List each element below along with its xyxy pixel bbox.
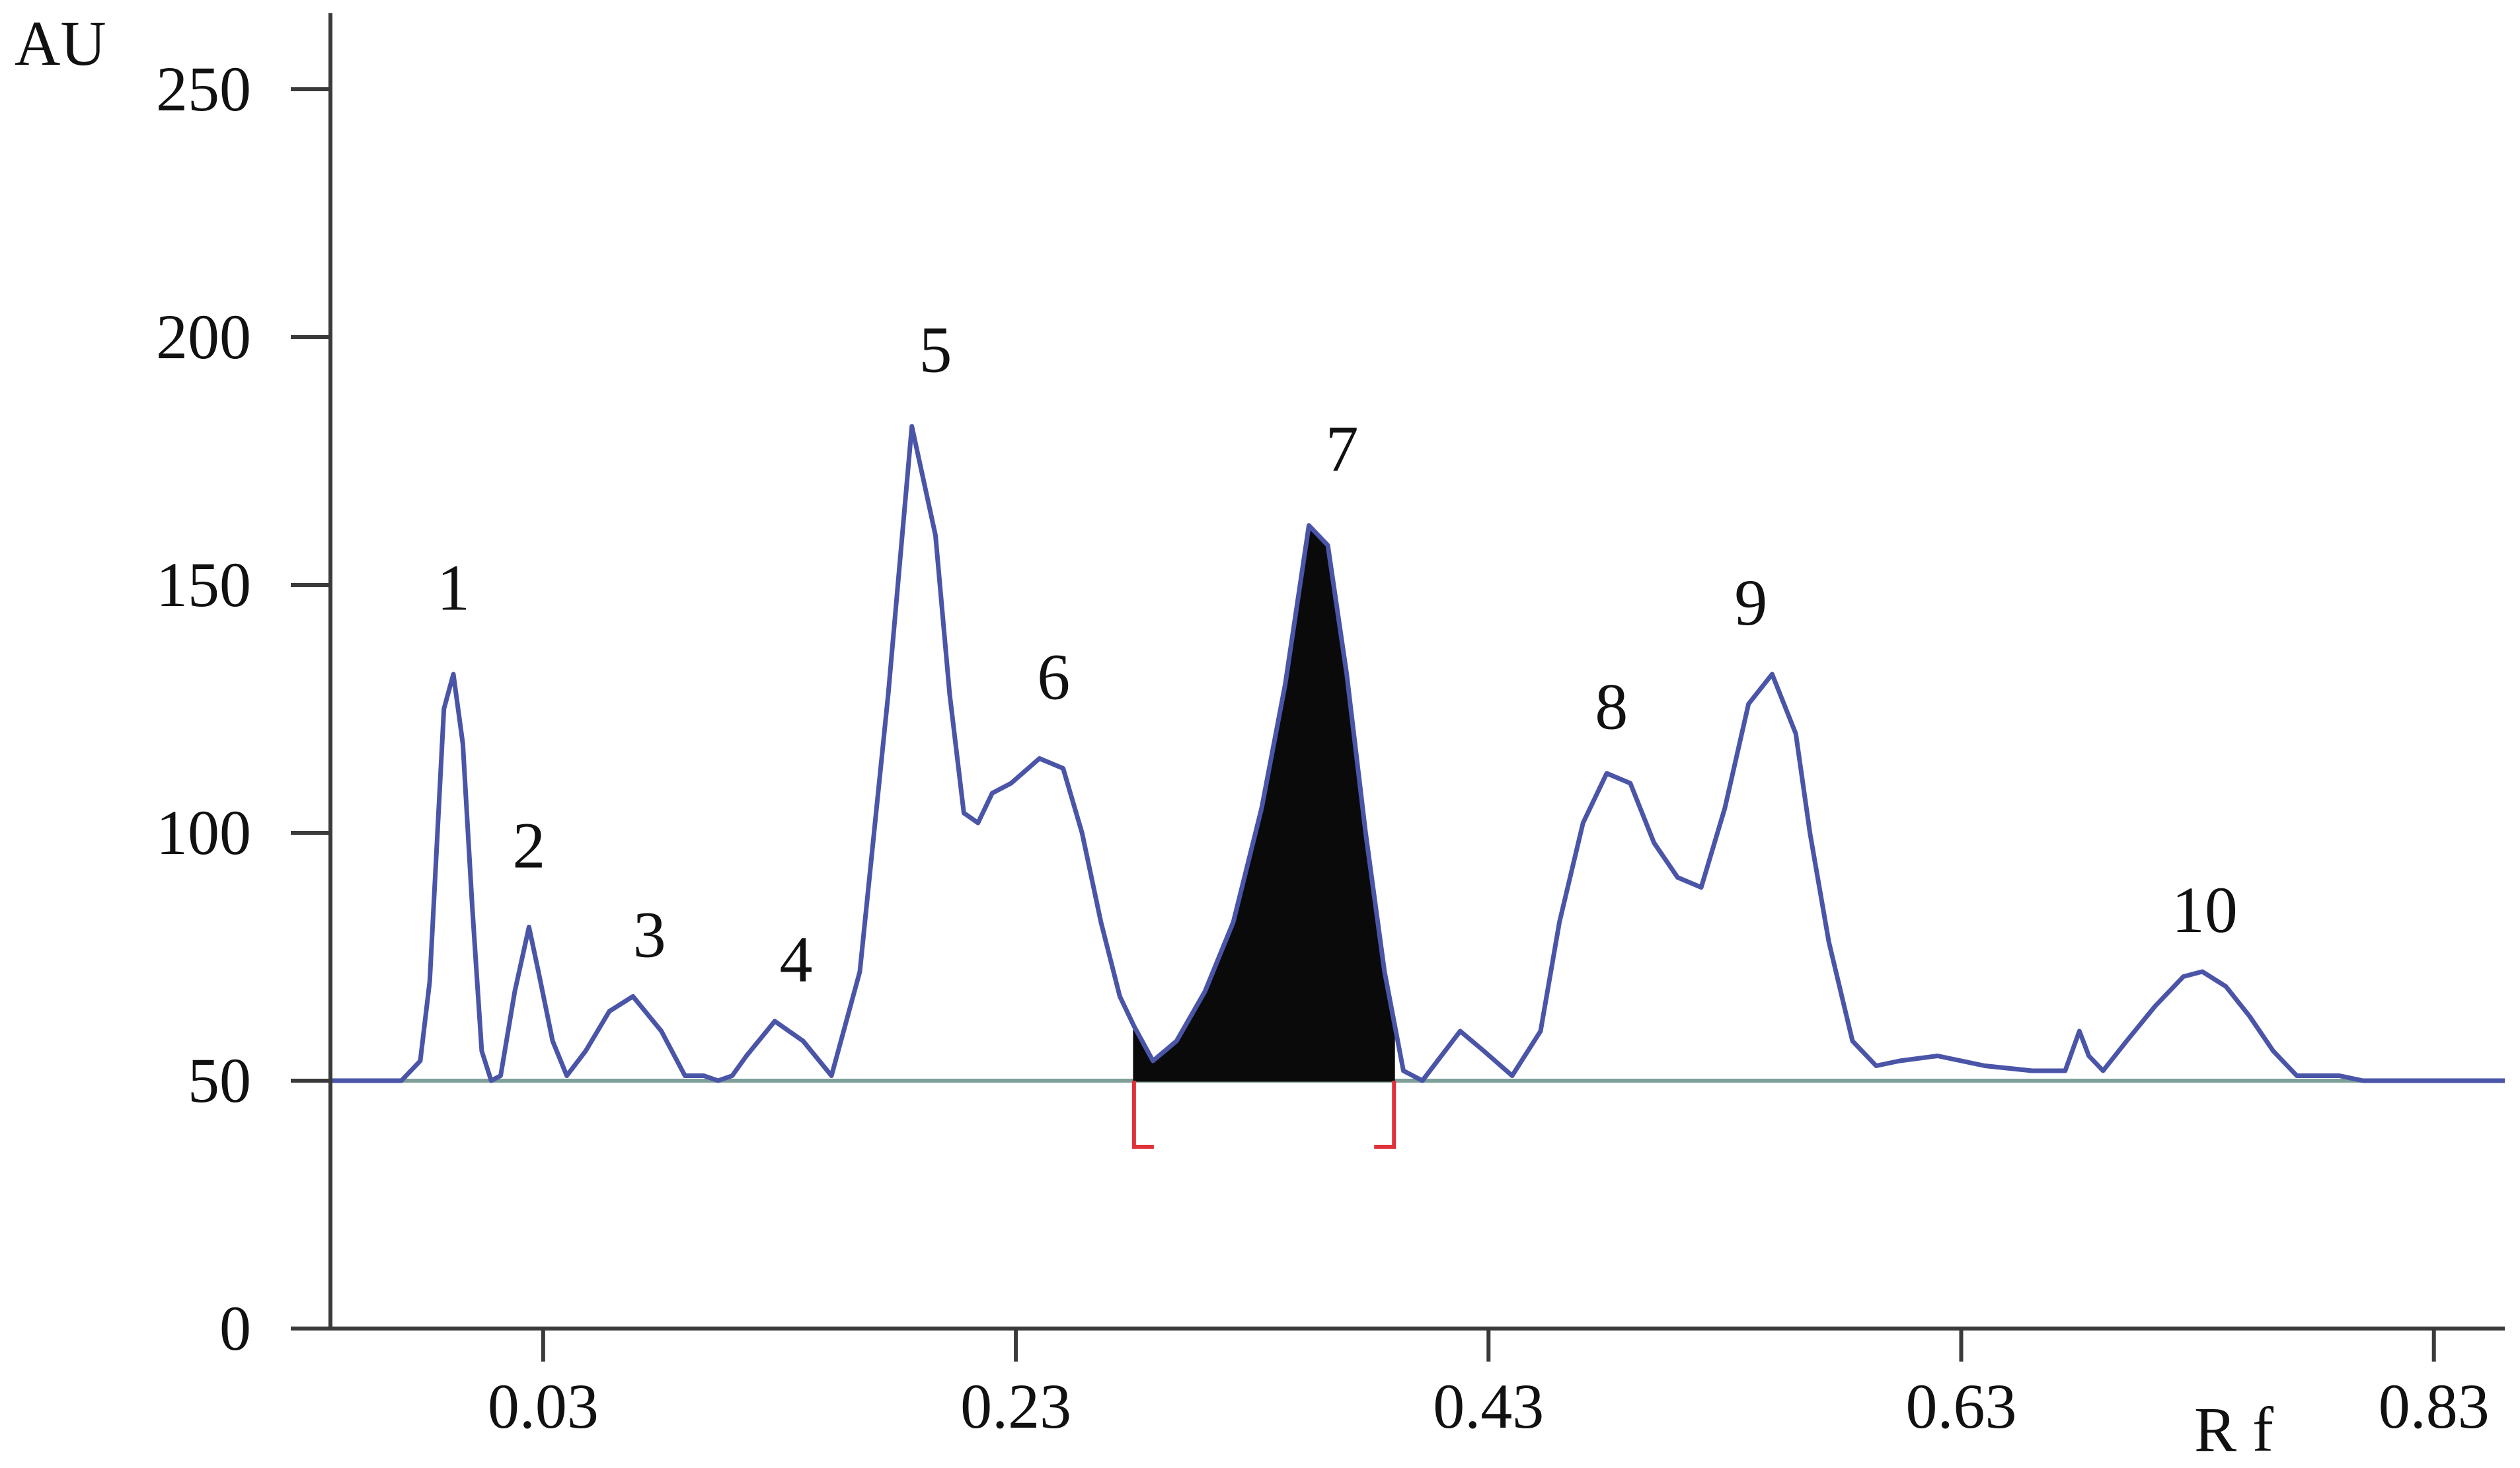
x-tick-label: 0.03	[488, 1371, 599, 1442]
y-tick-label: 0	[219, 1293, 251, 1364]
y-tick-label: 200	[156, 301, 251, 372]
peak-label-4: 4	[779, 923, 812, 996]
peak-label-7: 7	[1326, 412, 1359, 486]
peak-label-6: 6	[1037, 640, 1070, 714]
peak-label-3: 3	[633, 898, 666, 972]
peak-label-10: 10	[2172, 873, 2238, 946]
integration-bracket-end	[1374, 1081, 1396, 1149]
y-axis-title: AU	[15, 8, 106, 79]
peak-label-1: 1	[437, 551, 470, 625]
trace-layer	[330, 424, 2505, 1083]
x-tick-label: 0.23	[960, 1371, 1071, 1442]
y-tick-label: 100	[156, 797, 251, 868]
x-tick-label: 0.83	[2379, 1371, 2490, 1442]
x-tick-label: 0.43	[1433, 1371, 1544, 1442]
axes-layer: 0 50 100 150 200 250 0.03 0.23 0.43 0.63 0.83	[156, 13, 2505, 1442]
peak-label-9: 9	[1734, 566, 1767, 639]
shaded-peak-layer	[1131, 523, 1396, 1149]
integration-bracket-start	[1131, 1081, 1154, 1149]
x-axis-title: R f	[2194, 1394, 2273, 1465]
peak-label-2: 2	[512, 809, 545, 882]
series-line	[330, 424, 2505, 1083]
y-tick-label: 250	[156, 54, 251, 124]
peak-label-8: 8	[1595, 670, 1628, 744]
peak-label-5: 5	[919, 313, 952, 387]
peak-labels-layer: 1 2 3 4 5 6 7 8 9 10	[437, 313, 2238, 997]
x-tick-label: 0.63	[1906, 1371, 2017, 1442]
y-tick-label: 50	[188, 1045, 251, 1116]
y-tick-label: 150	[156, 549, 251, 620]
